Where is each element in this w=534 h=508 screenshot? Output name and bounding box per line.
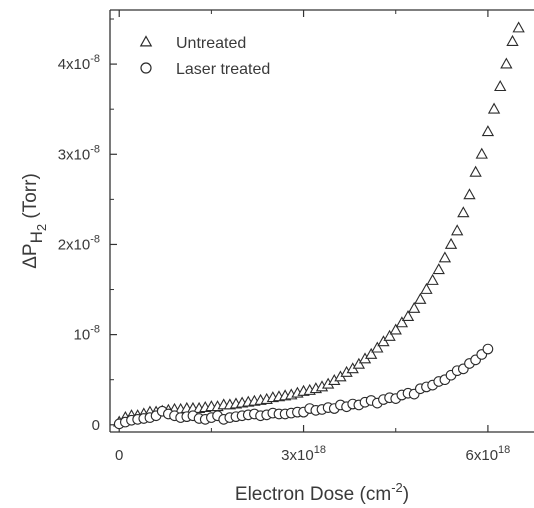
x-tick-label: 6x1018	[466, 444, 511, 464]
untreated-point	[420, 282, 433, 294]
untreated-point	[408, 301, 421, 313]
untreated-point	[506, 34, 519, 46]
untreated-point	[389, 323, 402, 335]
y-tick-label: 4x10-8	[58, 53, 100, 73]
y-tick-label: 0	[92, 417, 100, 434]
y-tick-label: 10-8	[74, 324, 100, 344]
y-tick-label: 2x10-8	[58, 233, 100, 253]
untreated-point	[444, 237, 458, 249]
y-axis-title: ΔPH2 (Torr)	[20, 173, 49, 269]
axis-ticks	[110, 10, 489, 432]
untreated-point	[432, 263, 445, 275]
y-axis-title-subsub: 2	[34, 224, 49, 231]
untreated-point	[475, 147, 488, 159]
untreated-point	[481, 125, 495, 137]
untreated-point	[352, 357, 366, 369]
x-axis-title-main: Electron Dose (cm	[235, 484, 391, 505]
untreated-point	[469, 165, 482, 177]
untreated-point	[395, 316, 409, 328]
x-axis-title-end: )	[403, 484, 409, 505]
untreated-point	[414, 292, 427, 304]
untreated-point	[426, 273, 439, 285]
untreated-point	[463, 188, 476, 200]
y-axis-title-prefix: ΔP	[20, 243, 41, 268]
y-axis-title-sub: H	[27, 231, 46, 243]
untreated-point	[500, 57, 513, 69]
untreated-point	[371, 341, 384, 353]
legend-label-laser-treated: Laser treated	[176, 61, 270, 78]
legend-triangle-marker	[139, 35, 153, 47]
y-tick-label: 3x10-8	[58, 143, 100, 163]
legend-label-untreated: Untreated	[176, 35, 246, 52]
untreated-point	[512, 21, 525, 33]
x-tick-label: 3x1018	[281, 444, 326, 464]
laser-treated-point	[482, 343, 494, 355]
legend-circle-marker	[140, 62, 152, 74]
untreated-point	[377, 335, 390, 347]
x-axis-title: Electron Dose (cm-2)	[235, 480, 409, 505]
untreated-point	[364, 347, 378, 359]
untreated-point	[487, 102, 501, 114]
untreated-point	[494, 80, 507, 92]
x-axis-title-sup: -2	[391, 480, 403, 495]
untreated-point	[401, 309, 415, 321]
y-axis-title-suffix: (Torr)	[20, 173, 41, 224]
untreated-point	[383, 329, 396, 341]
x-tick-label: 0	[115, 447, 123, 464]
data-markers	[113, 21, 525, 430]
legend: Untreated Laser treated	[139, 35, 270, 78]
untreated-point	[438, 251, 452, 263]
untreated-point	[457, 206, 470, 218]
untreated-point	[451, 224, 464, 236]
axis-tick-labels: 0 3x1018 6x1018 0 10-8 2x10-8 3x10-8 4x10-8	[58, 53, 511, 464]
